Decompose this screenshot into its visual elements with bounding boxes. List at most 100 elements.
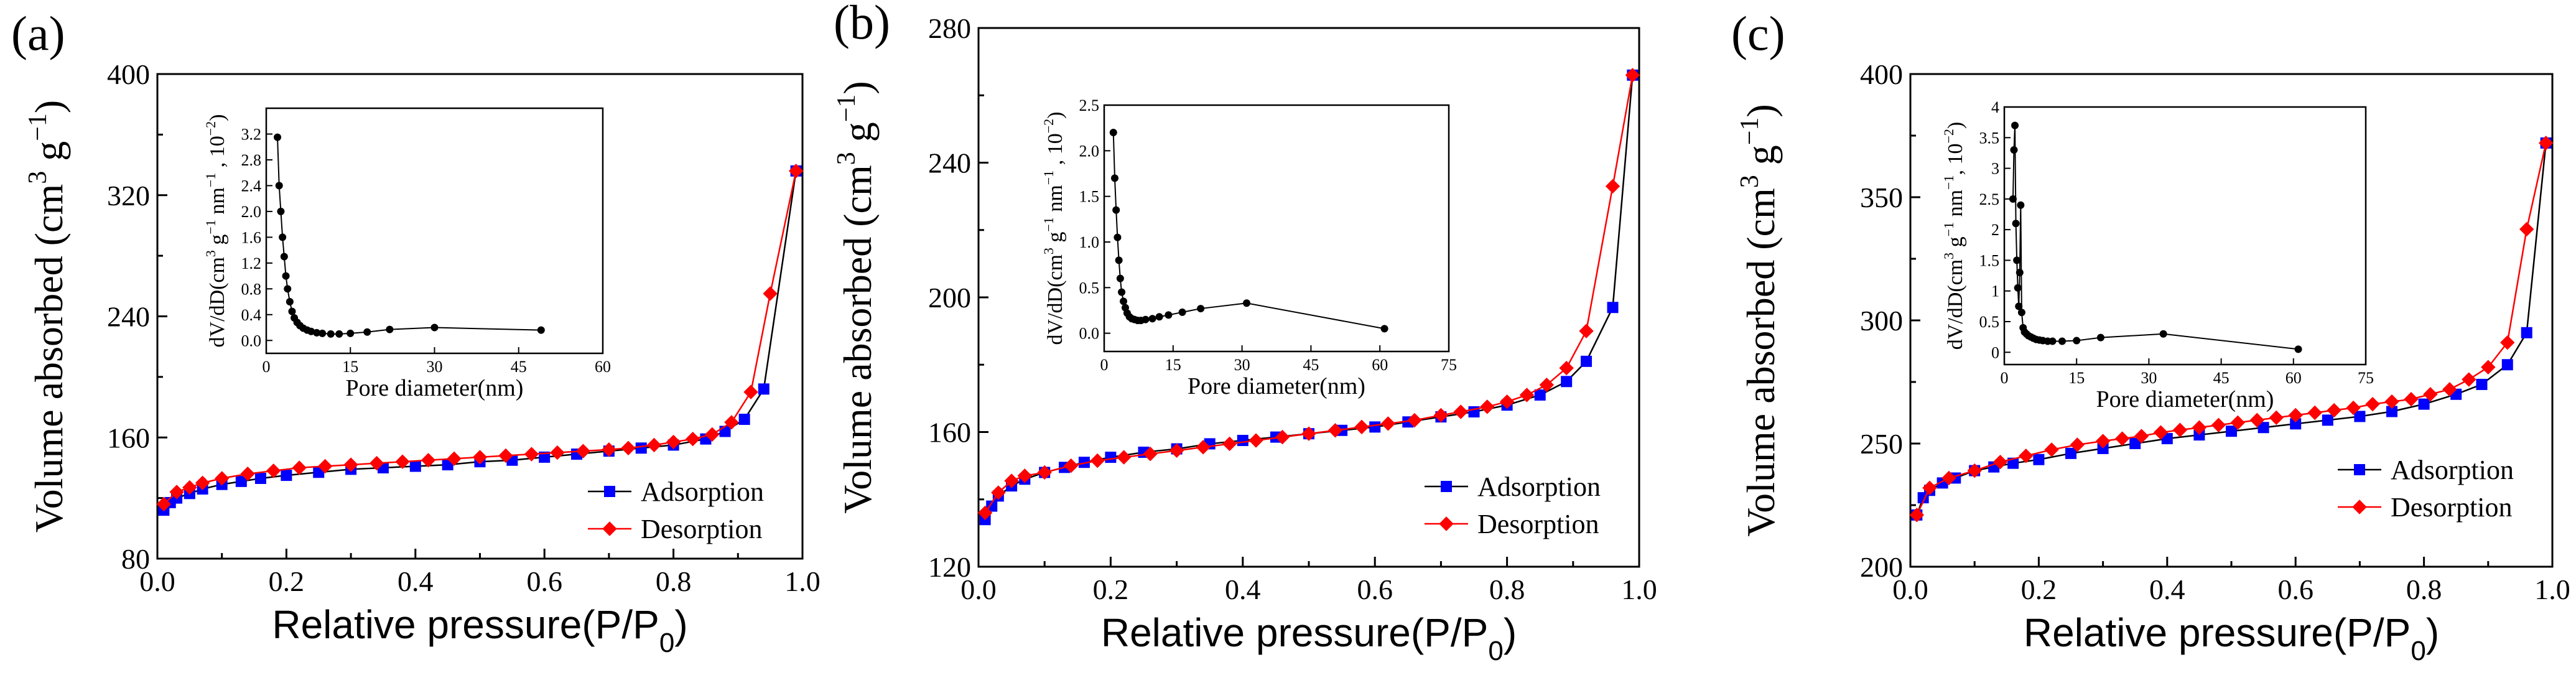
data-point-desorption	[1499, 394, 1515, 409]
data-point-desorption	[743, 384, 758, 399]
inset-frame	[265, 107, 604, 355]
y-axis-label-main: Volume absorbed (cm	[27, 184, 71, 533]
legend-label: Desorption	[641, 514, 763, 544]
data-point-adsorption	[409, 460, 421, 472]
series-adsorption	[158, 165, 802, 516]
x-axis-label-close: )	[2426, 610, 2439, 655]
inset-data-point	[1380, 325, 1388, 333]
inset-frame	[1103, 104, 1450, 353]
data-point-desorption	[2538, 136, 2554, 151]
inset-data-point	[313, 328, 321, 337]
inset-data-point	[1120, 297, 1128, 305]
inset-y-label-sup: −1	[1041, 170, 1056, 185]
data-point-desorption	[1116, 450, 1132, 465]
legend: Adsorption Desorption	[2338, 455, 2514, 523]
data-point-adsorption	[738, 414, 750, 426]
inset-data-point	[2048, 337, 2057, 345]
y-axis-label-mid: g	[1739, 145, 1783, 175]
x-axis-label-subscript: 0	[2411, 636, 2425, 666]
data-point-desorption	[763, 286, 778, 301]
legend: Adsorption Desorption	[588, 477, 764, 544]
data-point-desorption	[472, 450, 488, 465]
inset-data-point	[1148, 315, 1156, 323]
data-point-desorption	[1275, 429, 1290, 445]
inset-y-label-sup: −1	[1041, 217, 1056, 231]
data-point-adsorption	[2476, 378, 2488, 390]
legend-label: Adsorption	[2391, 455, 2514, 485]
y-axis-label-mid: g	[835, 122, 880, 152]
legend-label: Adsorption	[641, 477, 764, 507]
x-tick-label: 1.0	[784, 565, 821, 597]
data-point-adsorption	[1534, 389, 1546, 401]
inset-y-label-part: g	[1944, 236, 1967, 253]
data-point-desorption	[2192, 420, 2207, 435]
data-point-desorption	[1143, 446, 1158, 462]
data-point-desorption	[2384, 394, 2399, 409]
data-point-desorption	[1222, 436, 1237, 452]
inset-y-tick-label: 2.4	[241, 177, 262, 195]
data-point-adsorption	[758, 383, 770, 395]
data-point-desorption	[240, 466, 255, 481]
data-point-desorption	[169, 485, 184, 500]
data-point-adsorption	[2007, 457, 2019, 469]
data-point-desorption	[2019, 449, 2034, 463]
data-point-desorption	[2230, 415, 2246, 430]
data-point-desorption	[215, 471, 230, 486]
inset-frame	[2003, 106, 2367, 366]
inset-data-point	[2073, 337, 2081, 345]
data-point-desorption	[1480, 399, 1495, 414]
data-point-adsorption	[539, 451, 551, 463]
x-axis-label: Relative pressure(P/P0)	[272, 602, 687, 658]
y-tick-label: 200	[1860, 551, 1903, 583]
inset-data-point	[277, 207, 285, 215]
inset-y-tick-label: 1.6	[241, 228, 262, 246]
inset-y-tick-label: 0.5	[1979, 313, 2000, 331]
inset-data-point	[2096, 333, 2104, 342]
inset-x-tick-label: 30	[427, 358, 443, 376]
data-point-adsorption	[986, 500, 998, 512]
x-tick-label: 1.0	[2534, 574, 2570, 605]
inset-y-label-part: nm	[1044, 185, 1067, 217]
inset-data-point	[280, 253, 288, 261]
data-point-desorption	[2442, 382, 2457, 397]
inset-x-tick-label: 60	[1372, 356, 1388, 374]
legend-diamond-marker-icon	[2352, 500, 2367, 514]
y-tick-label: 120	[928, 551, 971, 583]
data-point-desorption	[2346, 400, 2361, 416]
inset-data-point	[335, 330, 343, 338]
data-point-adsorption	[2322, 414, 2333, 426]
inset-data-point	[1110, 174, 1118, 182]
inset-data-point	[1178, 308, 1186, 316]
data-point-desorption	[2095, 434, 2111, 449]
data-point-desorption	[2269, 410, 2284, 426]
y-tick-label: 250	[1860, 428, 1903, 460]
inset-y-tick-label: 2	[1991, 221, 1999, 239]
inset-y-label-sup: 3	[1941, 253, 1956, 259]
inset-x-tick-label: 0	[263, 358, 271, 376]
inset-y-label-part: dV/dD(cm	[206, 257, 229, 347]
data-point-desorption	[1004, 473, 1019, 488]
data-point-adsorption	[2354, 411, 2366, 422]
y-axis-label-main: Volume absorbed (cm	[835, 165, 880, 513]
inset-data-point	[274, 133, 282, 141]
y-axis-label-sup: −1	[1736, 118, 1764, 146]
data-point-adsorption	[1078, 457, 1090, 468]
inset-y-label-part: dV/dD(cm	[1044, 254, 1067, 345]
data-point-desorption	[1196, 440, 1211, 455]
inset-data-point	[2009, 195, 2017, 203]
inset-y-label-sup: 3	[1041, 248, 1056, 254]
inset-y-tick-label: 3.5	[1979, 129, 2000, 147]
inset-y-label-part: g	[206, 235, 229, 251]
data-point-desorption	[602, 442, 616, 457]
panel-c: (c)0.0 0.2 0.4 0.6 0.8 1.0200250300350400Rela…	[1731, 6, 2570, 666]
inset-data-point	[1197, 305, 1205, 313]
inset-y-tick-label: 1.5	[1979, 251, 2000, 269]
data-point-desorption	[1090, 453, 1105, 468]
x-tick-label: 0.0	[960, 574, 997, 605]
inset-data-point	[2014, 284, 2022, 292]
inset-y-label-part: , 10	[1044, 133, 1067, 170]
inset-data-point	[2011, 121, 2019, 129]
y-axis-label-sup: 3	[832, 152, 861, 165]
y-axis-label-close: )	[1739, 104, 1783, 117]
